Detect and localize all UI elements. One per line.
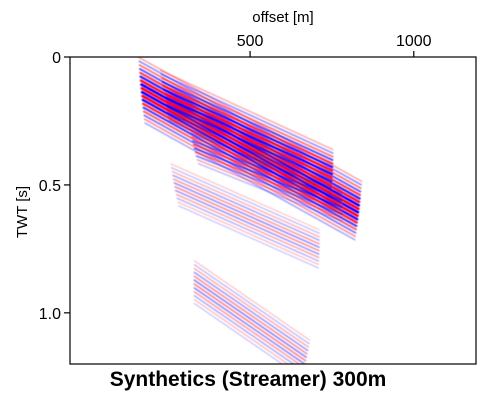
y-axis-ticks: 0 0.5 1.0	[39, 50, 70, 323]
negative-wavelet-band	[194, 280, 306, 357]
x-tick-label: 500	[237, 33, 264, 50]
negative-wavelet-band	[194, 304, 301, 378]
plot-frame	[70, 57, 476, 364]
y-tick-label: 0	[52, 50, 61, 67]
y-axis-title: TWT [s]	[14, 186, 31, 238]
y-tick-label: 1.0	[39, 306, 61, 323]
x-axis-ticks: 500 1000	[237, 33, 432, 57]
x-axis-title: offset [m]	[252, 9, 313, 26]
reflection-event	[194, 261, 309, 378]
seismic-wavefield	[139, 57, 362, 377]
chart-title: Synthetics (Streamer) 300m	[0, 368, 496, 392]
positive-wavelet-band	[194, 300, 302, 375]
y-tick-label: 0.5	[39, 178, 61, 195]
x-tick-label: 1000	[396, 33, 432, 50]
positive-wavelet-band	[194, 284, 305, 361]
negative-wavelet-band	[194, 296, 303, 371]
